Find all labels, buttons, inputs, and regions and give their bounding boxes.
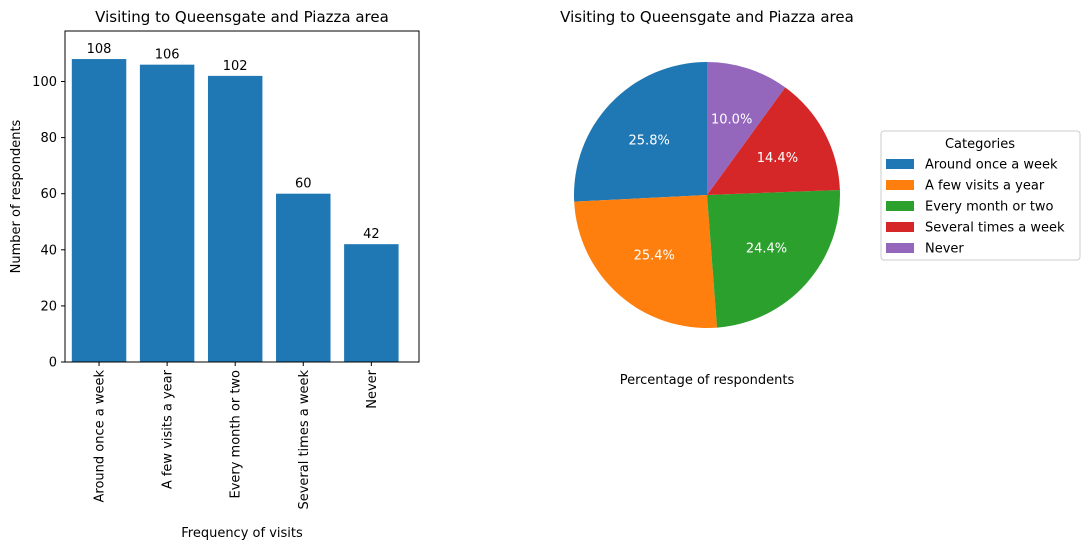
- bar-marks: 108 106 102 60 42: [71, 42, 399, 363]
- x-tick-label: Several times a week: [297, 370, 312, 510]
- pie-slices: [574, 62, 841, 328]
- pie-chart-title: Visiting to Queensgate and Piazza area: [560, 8, 854, 26]
- y-tick-label: 20: [40, 299, 57, 314]
- x-tick-label: Around once a week: [93, 370, 108, 503]
- x-tick-label: Every month or two: [229, 370, 244, 499]
- legend-swatch-a-few-visits-a-year: [886, 180, 914, 190]
- y-tick-label: 0: [49, 356, 57, 371]
- legend-label: Every month or two: [925, 200, 1054, 215]
- legend: Categories Around once a week A few visit…: [880, 130, 1081, 261]
- pie-labels: 25.8% 25.4% 24.4% 14.4% 10.0%: [629, 113, 799, 264]
- bar-value-label: 106: [155, 48, 180, 63]
- legend-entries: Around once a week A few visits a year Eve…: [886, 158, 1065, 257]
- x-tick-label: Never: [365, 369, 380, 408]
- legend-label: Never: [925, 242, 964, 257]
- x-tick-label: A few visits a year: [161, 369, 176, 489]
- bar-several-times-a-week: [276, 193, 331, 362]
- pie-percent-label: 24.4%: [746, 242, 787, 257]
- y-axis: 0 20 40 60 80 100: [32, 75, 65, 371]
- y-tick-label: 100: [32, 75, 57, 90]
- pie-slice-every-month-or-two: [707, 189, 841, 328]
- legend-frame: [880, 130, 1081, 261]
- pie-slice-never: [707, 62, 786, 195]
- pie-slice-around-once-a-week: [574, 62, 707, 202]
- bar-value-label: 102: [223, 59, 248, 74]
- legend-swatch-around-once-a-week: [886, 159, 914, 169]
- legend-label: Around once a week: [925, 158, 1058, 173]
- bar-chart-title: Visiting to Queensgate and Piazza area: [95, 8, 389, 26]
- y-axis-label: Number of respondents: [9, 119, 24, 273]
- bar-never: [344, 244, 399, 362]
- bar-value-label: 60: [295, 177, 312, 192]
- y-tick-label: 40: [40, 243, 57, 258]
- pie-percent-label: 10.0%: [711, 113, 752, 128]
- y-tick-label: 80: [40, 131, 57, 146]
- x-axis: Around once a week A few visits a year Eve…: [93, 362, 380, 510]
- bar-a-few-visits-a-year: [139, 64, 195, 363]
- bar-chart: Visiting to Queensgate and Piazza area 1…: [9, 8, 420, 541]
- y-tick-label: 60: [40, 187, 57, 202]
- pie-slice-several-times-a-week: [707, 87, 840, 195]
- bar-around-once-a-week: [71, 59, 127, 363]
- bar-value-label: 108: [87, 42, 112, 57]
- x-axis-label: Frequency of visits: [181, 526, 303, 541]
- pie-percent-label: 14.4%: [757, 151, 798, 166]
- pie-slice-a-few-visits-a-year: [574, 195, 718, 328]
- plot-frame: [64, 30, 420, 363]
- legend-swatch-several-times-a-week: [886, 222, 914, 232]
- legend-label: A few visits a year: [925, 179, 1045, 194]
- pie-percent-label: 25.4%: [634, 248, 675, 263]
- legend-label: Several times a week: [925, 221, 1065, 236]
- legend-swatch-never: [886, 243, 914, 253]
- bar-every-month-or-two: [207, 75, 263, 363]
- pie-percent-label: 25.8%: [629, 134, 670, 149]
- pie-xlabel: Percentage of respondents: [620, 373, 795, 388]
- legend-swatch-every-month-or-two: [886, 201, 914, 211]
- bar-value-label: 42: [363, 227, 380, 242]
- legend-title: Categories: [945, 137, 1015, 152]
- pie-chart: Visiting to Queensgate and Piazza area 2…: [560, 8, 854, 388]
